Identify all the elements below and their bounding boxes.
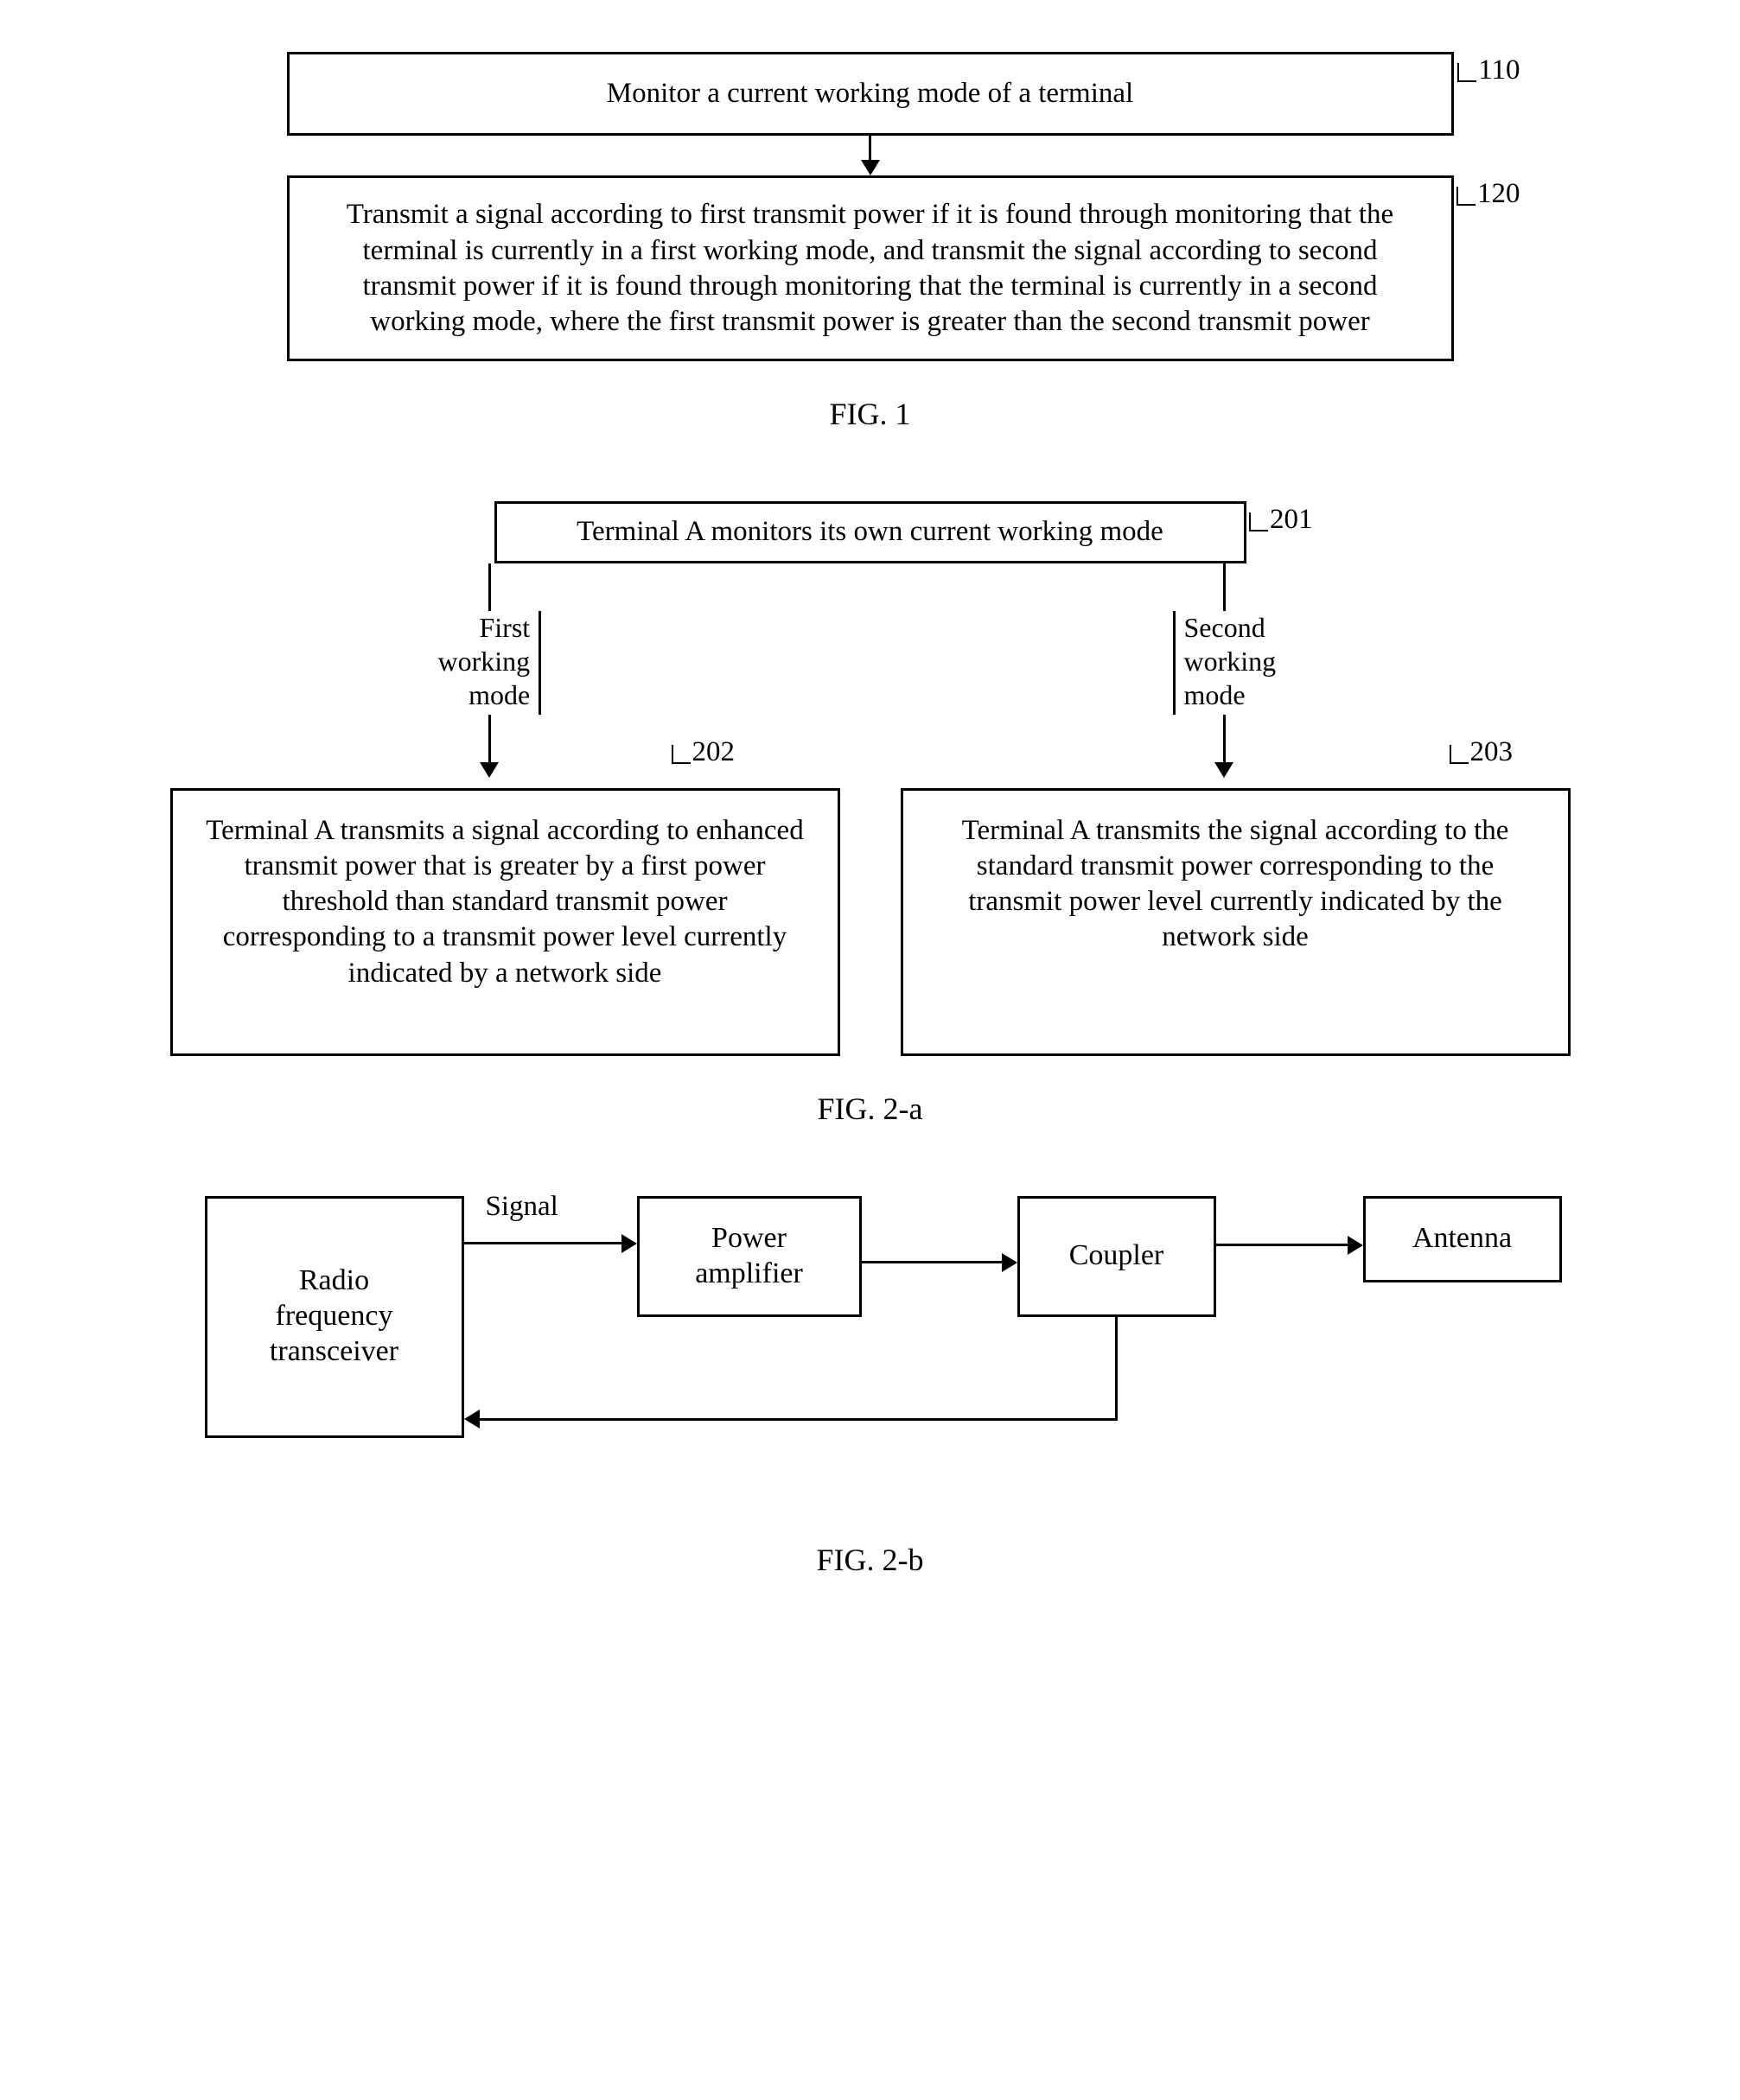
box-110-text: Monitor a current working mode of a term… — [607, 78, 1133, 109]
fig2a-flow: Terminal A monitors its own current work… — [170, 501, 1571, 1055]
fig2a-branch-connectors: First working mode Second working — [170, 563, 1571, 788]
arrow-rf-to-pa — [464, 1234, 637, 1253]
branch-right-l2: working — [1184, 645, 1277, 678]
branch-left-l1: First — [479, 611, 530, 645]
box-201: Terminal A monitors its own current work… — [494, 501, 1246, 563]
block-coupler: Coupler — [1017, 1196, 1216, 1317]
figure-2b: Radio frequency transceiver Power amplif… — [104, 1196, 1636, 1578]
box-110: Monitor a current working mode of a term… — [287, 52, 1454, 136]
block-antenna: Antenna — [1363, 1196, 1562, 1282]
box-120: Transmit a signal according to first tra… — [287, 175, 1454, 361]
fig2a-bottom-row: Terminal A transmits a signal according … — [170, 788, 1571, 1056]
branch-right-l1: Second — [1184, 611, 1265, 645]
box-120-ref: 120 — [1456, 176, 1520, 212]
fig2b-block-diagram: Radio frequency transceiver Power amplif… — [153, 1196, 1588, 1507]
box-201-ref: 201 — [1249, 502, 1313, 538]
arrow-coupler-to-antenna — [1216, 1236, 1363, 1255]
block-rf-transceiver: Radio frequency transceiver — [205, 1196, 464, 1438]
box-203-ref: 203 — [1450, 736, 1635, 768]
block-power-amplifier: Power amplifier — [637, 1196, 862, 1317]
box-202-text: Terminal A transmits a signal according … — [206, 815, 803, 989]
branch-right-l3: mode — [1184, 678, 1246, 712]
box-110-ref: 110 — [1457, 53, 1520, 88]
arrow-pa-to-coupler — [862, 1253, 1017, 1272]
branch-first-mode: First working mode — [438, 563, 542, 778]
branch-left-l2: working — [438, 645, 531, 678]
signal-label: Signal — [486, 1191, 558, 1223]
box-120-text: Transmit a signal according to first tra… — [347, 199, 1393, 337]
fig1-caption: FIG. 1 — [104, 396, 1636, 432]
box-202: Terminal A transmits a signal according … — [170, 788, 840, 1056]
box-203: Terminal A transmits the signal accordin… — [901, 788, 1571, 1056]
fig2b-caption: FIG. 2-b — [104, 1542, 1636, 1578]
arrow-110-to-120 — [287, 136, 1454, 175]
figure-2a: Terminal A monitors its own current work… — [104, 501, 1636, 1126]
fig2a-caption: FIG. 2-a — [104, 1091, 1636, 1127]
branch-left-l3: mode — [468, 678, 530, 712]
box-203-text: Terminal A transmits the signal accordin… — [962, 815, 1509, 953]
box-201-text: Terminal A monitors its own current work… — [577, 516, 1163, 547]
fig1-flow: Monitor a current working mode of a term… — [287, 52, 1454, 361]
figure-1: Monitor a current working mode of a term… — [104, 52, 1636, 432]
